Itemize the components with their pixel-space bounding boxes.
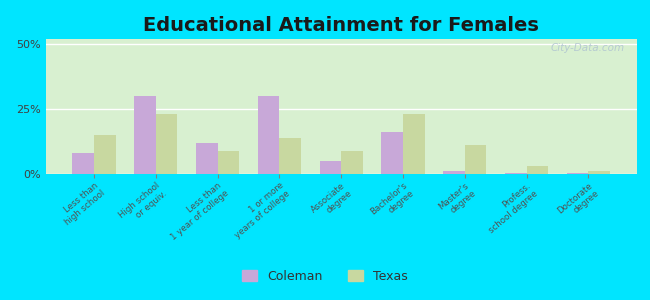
Bar bbox=[403, 114, 424, 174]
Text: City-Data.com: City-Data.com bbox=[551, 43, 625, 53]
Bar bbox=[341, 151, 363, 174]
Title: Educational Attainment for Females: Educational Attainment for Females bbox=[143, 16, 540, 35]
Bar bbox=[280, 138, 301, 174]
Bar bbox=[382, 133, 403, 174]
Bar bbox=[94, 135, 116, 174]
Bar bbox=[196, 143, 218, 174]
Bar bbox=[567, 173, 588, 174]
Legend: Coleman, Texas: Coleman, Texas bbox=[237, 265, 413, 288]
Bar bbox=[588, 171, 610, 174]
Bar bbox=[320, 161, 341, 174]
Bar bbox=[258, 96, 280, 174]
Bar bbox=[526, 166, 549, 174]
Bar bbox=[156, 114, 177, 174]
Bar bbox=[134, 96, 156, 174]
Bar bbox=[443, 171, 465, 174]
Bar bbox=[505, 173, 526, 174]
Bar bbox=[72, 153, 94, 174]
Bar bbox=[218, 151, 239, 174]
Bar bbox=[465, 146, 486, 174]
